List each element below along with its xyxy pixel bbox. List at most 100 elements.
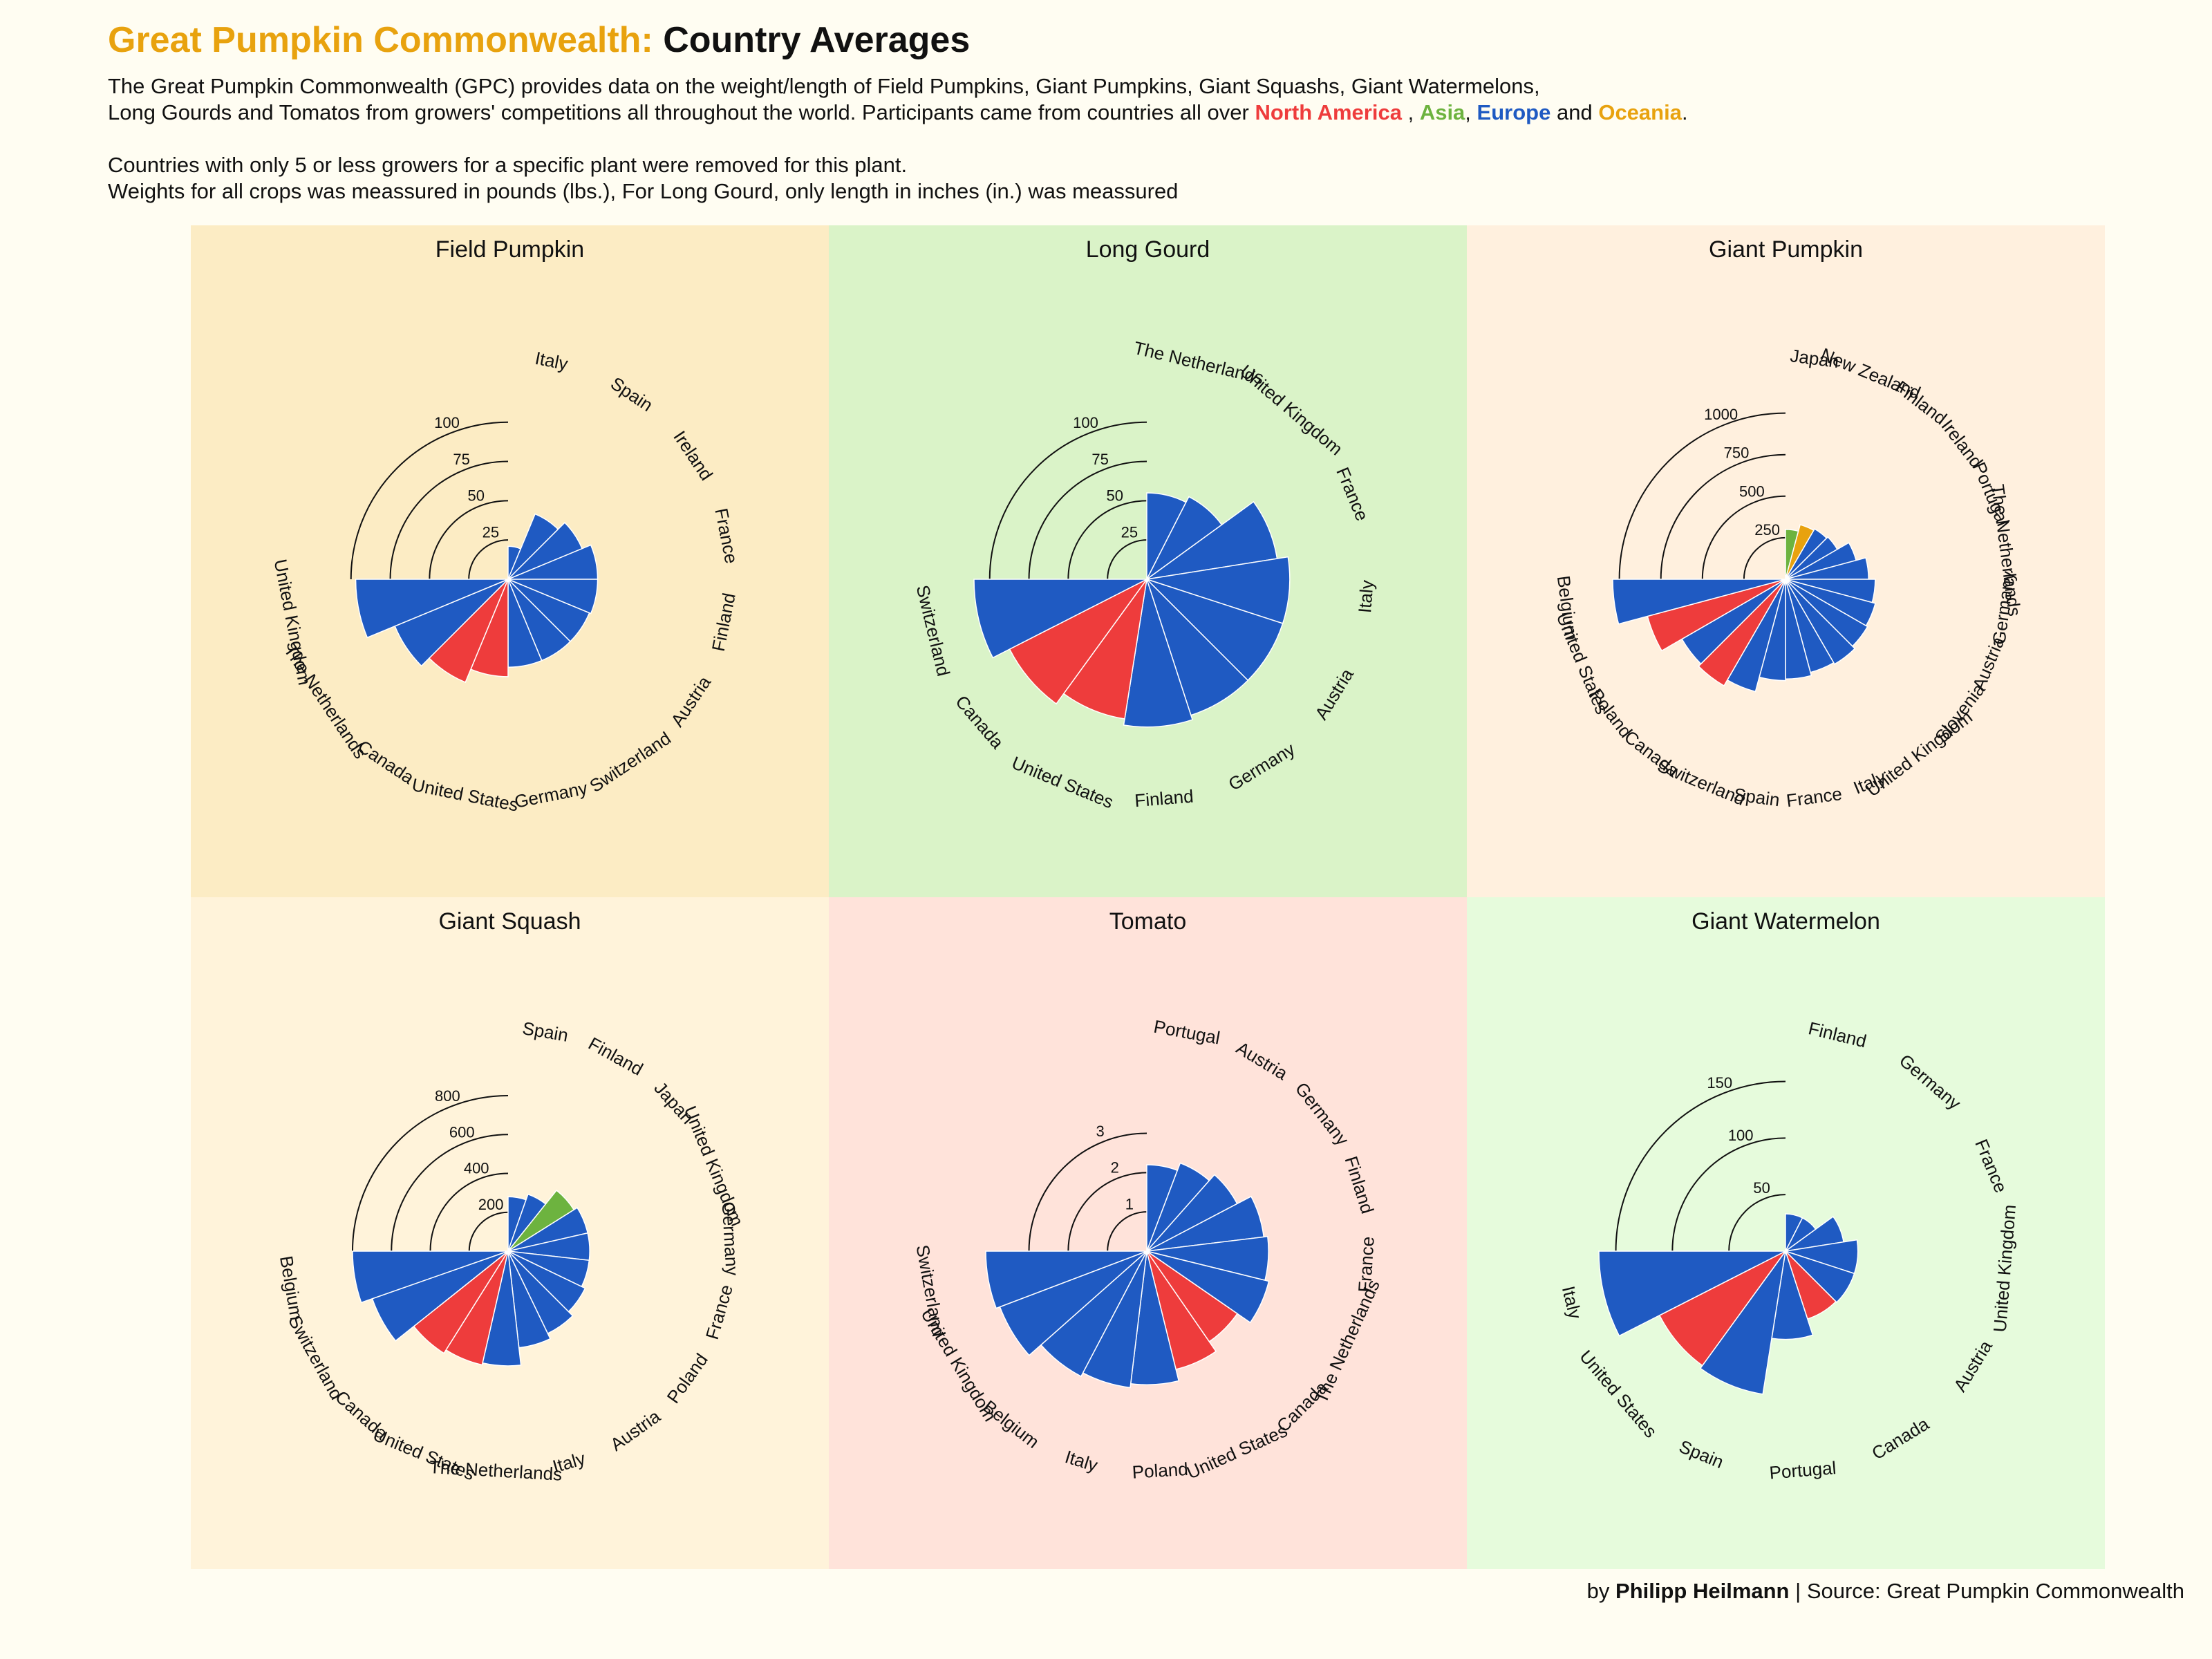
bar-canada [1698, 579, 1786, 687]
separator-3: and [1556, 100, 1593, 124]
grid-arc [468, 539, 509, 580]
grid-arc [1028, 460, 1147, 580]
grid-arc [468, 1211, 509, 1252]
description-end: . [1681, 100, 1688, 124]
bar-italy [1598, 1250, 1786, 1337]
grid-arc [988, 421, 1147, 580]
caption-prefix: by [1586, 1579, 1610, 1603]
region-europe: Europe [1477, 100, 1551, 124]
grid-arc [352, 1095, 509, 1252]
grid-arc [429, 500, 509, 580]
grid-arc [389, 460, 509, 580]
category-label-italy: Italy [1354, 579, 1378, 614]
bar-switzerland [973, 579, 1147, 659]
description-line-1: The Great Pumpkin Commonwealth (GPC) pro… [108, 74, 1540, 98]
separator-1: , [1401, 100, 1414, 124]
panel-title: Giant Pumpkin [1709, 236, 1863, 263]
axis-tick-label: 50 [1107, 487, 1123, 505]
panel-title: Giant Squash [438, 908, 581, 935]
axis-tick-label: 250 [1754, 521, 1780, 538]
bar-spain [1699, 1250, 1786, 1395]
grid-arc [1701, 495, 1786, 580]
region-north-america: North America [1255, 100, 1402, 124]
grid-arc [350, 421, 509, 580]
bar-united-states [1658, 1250, 1786, 1367]
grid-arc [429, 1172, 509, 1252]
bar-belgium [352, 1250, 509, 1304]
axis-tick-label: 2 [1111, 1159, 1119, 1177]
description-line-3: Countries with only 5 or less growers fo… [108, 153, 908, 177]
grid-arc [1615, 1080, 1786, 1252]
page-title: Great Pumpkin Commonwealth: Country Aver… [108, 18, 2168, 62]
grid-arc [1067, 1172, 1147, 1252]
bar-switzerland [985, 1250, 1147, 1309]
axis-tick-label: 100 [434, 414, 460, 431]
bar-finland [507, 579, 599, 615]
header: Great Pumpkin Commonwealth: Country Aver… [108, 18, 2168, 205]
axis-tick-label: 50 [1753, 1179, 1770, 1197]
axis-tick-label: 1000 [1704, 406, 1738, 423]
caption-author: Philipp Heilmann [1615, 1579, 1790, 1603]
caption-separator: | [1795, 1579, 1801, 1603]
region-asia: Asia [1419, 100, 1465, 124]
chart-panel-tomato: Tomato123PortugalAustriaGermanyFinlandFr… [829, 897, 1467, 1569]
bar-austria [1146, 579, 1284, 682]
grid-arc [1107, 539, 1147, 580]
grid-arc [1107, 1211, 1147, 1252]
panel-title: Field Pumpkin [435, 236, 584, 263]
bar-italy [1146, 556, 1291, 624]
panel-title: Tomato [1109, 908, 1187, 935]
grid-arc [1660, 453, 1786, 580]
category-label-france: France [1354, 1236, 1378, 1293]
caption-source: Source: Great Pumpkin Commonwealth [1806, 1579, 2184, 1603]
axis-tick-label: 1 [1125, 1195, 1134, 1212]
grid-arc [391, 1134, 509, 1252]
axis-tick-label: 500 [1739, 482, 1765, 500]
bar-belgium [1612, 579, 1786, 625]
panel-title: Giant Watermelon [1691, 908, 1880, 935]
caption: by Philipp Heilmann | Source: Great Pump… [1587, 1577, 2184, 1605]
axis-tick-label: 25 [1121, 523, 1138, 541]
bar-united-states [1062, 579, 1147, 720]
axis-tick-label: 200 [478, 1196, 504, 1213]
category-label-germany: Germany [718, 1201, 743, 1276]
separator-2: , [1465, 100, 1471, 124]
axis-tick-label: 100 [1073, 414, 1098, 431]
region-oceania: Oceania [1598, 100, 1682, 124]
grid-arc [1743, 536, 1786, 580]
bar-germany [1146, 579, 1249, 716]
category-label-poland: Poland [1132, 1459, 1189, 1483]
axis-tick-label: 25 [482, 523, 499, 541]
axis-tick-label: 750 [1724, 444, 1750, 462]
chart-panel-field-pumpkin: Field Pumpkin255075100ItalySpainIrelandF… [191, 225, 829, 897]
description-line-4: Weights for all crops was meassured in p… [108, 179, 1179, 203]
title-rest: Country Averages [663, 20, 971, 60]
axis-tick-label: 600 [449, 1123, 475, 1141]
axis-tick-label: 3 [1096, 1123, 1105, 1140]
bar-united-kingdom [1785, 579, 1856, 665]
description-line-2: Long Gourds and Tomatos from growers' co… [108, 100, 2168, 126]
chart-panel-giant-watermelon: Giant Watermelon50100150FinlandGermanyFr… [1467, 897, 2105, 1569]
axis-tick-label: 75 [453, 451, 469, 468]
grid-arc [1728, 1194, 1786, 1252]
title-accent: Great Pumpkin Commonwealth: [108, 20, 653, 60]
description-line-2-text: Long Gourds and Tomatos from growers' co… [108, 100, 1249, 124]
grid-arc [1028, 1132, 1147, 1252]
chart-panel-giant-squash: Giant Squash200400600800SpainFinlandJapa… [191, 897, 829, 1569]
axis-tick-label: 100 [1728, 1127, 1754, 1144]
bar-finland [1123, 579, 1193, 728]
grid-arc [1618, 412, 1786, 580]
axis-tick-label: 50 [468, 487, 485, 505]
grid-arc [1671, 1137, 1786, 1252]
category-label-finland: Finland [1134, 786, 1194, 812]
bar-the-netherlands [1146, 1250, 1270, 1324]
bar-canada [1009, 579, 1147, 705]
axis-tick-label: 800 [435, 1087, 460, 1105]
bar-austria [1785, 1250, 1855, 1304]
axis-tick-label: 150 [1707, 1074, 1732, 1091]
panel-title: Long Gourd [1086, 236, 1210, 263]
grid-arc [1067, 500, 1147, 580]
